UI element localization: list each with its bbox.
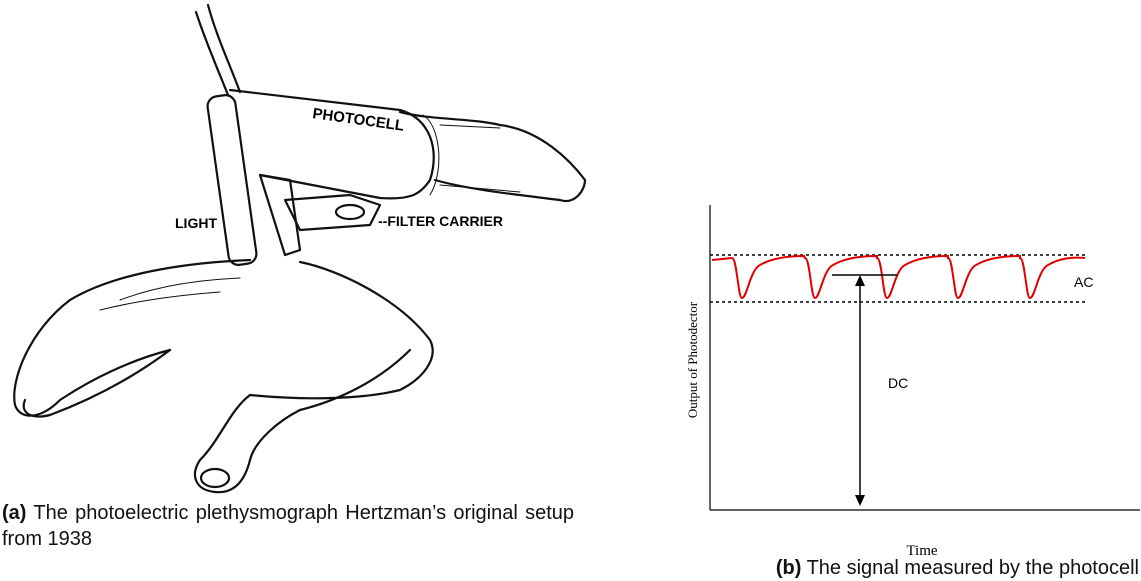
caption-a: (a) The photoelectric plethysmograph Her… bbox=[2, 500, 574, 552]
light-label: LIGHT bbox=[175, 215, 217, 231]
caption-b: (b) The signal measured by the photocell bbox=[776, 555, 1139, 581]
signal-wave bbox=[712, 256, 1085, 298]
caption-label: (b) bbox=[776, 557, 802, 579]
caption-label: (a) bbox=[2, 502, 26, 524]
caption-text: The photoelectric plethysmograph Hertzma… bbox=[2, 502, 574, 550]
hand-illustration bbox=[14, 5, 585, 492]
page: {"figure_a": {"labels": {"photocell": "P… bbox=[0, 0, 1141, 581]
signal-diagram bbox=[710, 205, 1140, 510]
dc-label: DC bbox=[888, 375, 908, 391]
figure: PHOTOCELL LIGHT --FILTER CARRIER AC DC O… bbox=[0, 0, 1141, 581]
y-axis-label: Output of Photodector bbox=[685, 301, 700, 418]
filter-carrier-label: --FILTER CARRIER bbox=[378, 213, 503, 229]
caption-text: The signal measured by the photocell bbox=[807, 557, 1139, 579]
ac-label: AC bbox=[1074, 274, 1093, 290]
